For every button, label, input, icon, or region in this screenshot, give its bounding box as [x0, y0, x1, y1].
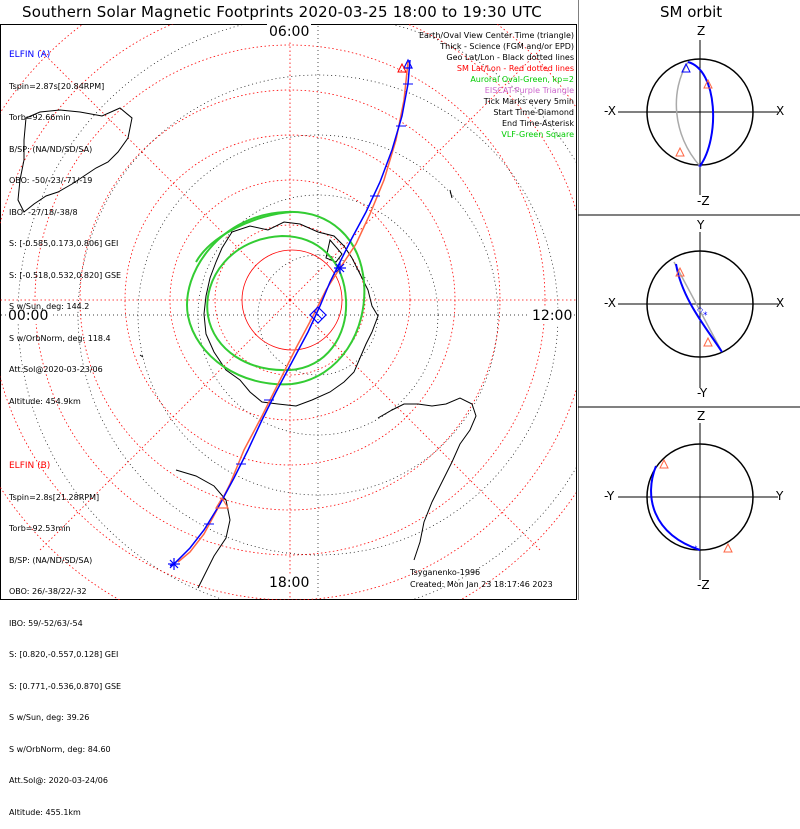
- legend-item: Auroral Oval-Green, kp=2: [470, 75, 574, 84]
- hour-label-left: 00:00: [6, 308, 51, 324]
- elfin-b-line: S w/OrbNorm, deg: 84.60: [9, 744, 111, 754]
- sm-panel2-bottom-label: -Y: [697, 386, 708, 400]
- elfin-a-line: Altitude: 454.9km: [9, 396, 81, 406]
- sm-orbit-panels: * * ◇ *: [578, 0, 800, 600]
- sm-panel-yz: *: [618, 423, 778, 580]
- start-diamond-icon: [309, 306, 327, 324]
- created-timestamp: Created: Mon Jan 23 18:17:46 2023: [410, 580, 553, 589]
- sm-panel2-top-label: Y: [697, 218, 705, 232]
- elfin-a-line: IBO: -27/18/-38/8: [9, 207, 78, 217]
- svg-text:*: *: [693, 545, 698, 555]
- elfin-a-track: [169, 59, 411, 567]
- sm-panel-xz: *: [618, 40, 778, 195]
- sm-panel3-left-label: -Y: [604, 489, 615, 503]
- svg-text:*: *: [698, 163, 702, 172]
- south-america-coastline: [377, 397, 477, 561]
- legend-item: VLF-Green Square: [501, 130, 574, 139]
- elfin-b-name: ELFIN (B): [9, 461, 51, 471]
- model-credit: Tsyganenko-1996: [410, 568, 481, 577]
- map-frame: [0, 24, 577, 600]
- africa-coastline: [175, 469, 231, 589]
- sm-panel2-right-label: X: [776, 296, 785, 310]
- legend-item: EISCAT-Purple Triangle: [484, 86, 574, 95]
- elfin-a-line: S: [-0.585,0.173,0.806] GEI: [9, 239, 119, 248]
- legend-item: SM Lat/Lon - Red dotted lines: [456, 64, 574, 73]
- sm-panel1-right-label: X: [776, 104, 785, 118]
- legend-item: Start Time-Diamond: [493, 108, 574, 117]
- legend-item: Tick Marks every 5min: [483, 97, 574, 106]
- map-legend: Earth/Oval View Center Time (triangle) T…: [419, 30, 574, 140]
- elfin-b-line: S w/Sun, deg: 39.26: [9, 713, 90, 722]
- sm-grid: [0, 24, 576, 600]
- sm-panel-xy: * ◇: [618, 232, 778, 388]
- elfin-a-line: OBO: -50/-23/-71/-19: [9, 176, 93, 185]
- legend-item: Geo Lat/Lon - Black dotted lines: [446, 53, 574, 62]
- view-center-triangle-icon: [403, 58, 413, 69]
- elfin-b-line: S: [0.820,-0.557,0.128] GEI: [9, 650, 119, 659]
- footprint-map: [0, 24, 577, 600]
- antarctica-coastline: [203, 221, 379, 407]
- elfin-b-line: B/SP: (NA/ND/SD/SA): [9, 555, 93, 565]
- sm-orbit-title: SM orbit: [660, 3, 723, 21]
- elfin-b-line: Altitude: 455.1km: [9, 807, 81, 817]
- elfin-b-line: Tspin=2.8s[21.28RPM]: [9, 492, 100, 502]
- elfin-a-line: S w/Sun, deg: 144.2: [9, 302, 90, 311]
- eiscat-triangle-icon: [397, 62, 407, 73]
- legend-item: Earth/Oval View Center Time (triangle): [418, 31, 574, 40]
- elfin-b-triangle-icon: [214, 496, 230, 509]
- australia-coastline: [17, 107, 133, 213]
- elfin-a-info: ELFIN (A) Tspin=2.87s[20.84RPM] Torb=92.…: [9, 29, 121, 418]
- sm-panel3-right-label: Y: [776, 489, 784, 503]
- elfin-b-line: Torb=92.53min: [9, 524, 71, 533]
- elfin-a-line: S w/OrbNorm, deg: 118.4: [9, 333, 111, 343]
- sm-panel3-bottom-label: -Z: [697, 578, 710, 592]
- track-start-asterisk-icon: [168, 558, 180, 570]
- elfin-b-line: IBO: 59/-52/63/-54: [9, 618, 83, 628]
- hour-label-top: 06:00: [267, 24, 312, 40]
- svg-text:◇: ◇: [697, 305, 704, 314]
- svg-text:*: *: [703, 311, 708, 321]
- elfin-a-name: ELFIN (A): [9, 50, 51, 60]
- sm-panel2-left-label: -X: [604, 296, 616, 310]
- sm-panel1-bottom-label: -Z: [697, 194, 710, 208]
- legend-item: Thick - Science (FGM and/or EPD): [440, 42, 574, 51]
- island-coastline: [139, 189, 453, 358]
- elfin-a-line: S: [-0.518,0.532,0.820] GSE: [9, 270, 122, 280]
- hour-label-right: 12:00: [530, 308, 575, 324]
- elfin-a-line: Torb=92.66min: [9, 113, 71, 122]
- page-title: Southern Solar Magnetic Footprints 2020-…: [22, 3, 542, 21]
- elfin-a-line: B/SP: (NA/ND/SD/SA): [9, 144, 93, 154]
- sm-pole-circle: [241, 249, 343, 351]
- elfin-a-line: Tspin=2.87s[20.84RPM]: [9, 81, 105, 91]
- elfin-b-info: ELFIN (B) Tspin=2.8s[21.28RPM] Torb=92.5…: [9, 440, 121, 829]
- track-tick-marks: [204, 83, 413, 525]
- legend-item: End Time-Asterisk: [501, 119, 574, 128]
- elfin-b-line: Att.Sol@: 2020-03-24/06: [9, 776, 108, 785]
- elfin-b-line: OBO: 26/-38/22/-32: [9, 587, 87, 596]
- end-asterisk-icon: [334, 262, 346, 274]
- sm-panel1-top-label: Z: [697, 24, 706, 38]
- hour-label-bottom: 18:00: [267, 575, 312, 591]
- elfin-b-line: S: [0.771,-0.536,0.870] GSE: [9, 681, 122, 691]
- sm-panel3-top-label: Z: [697, 409, 706, 423]
- sm-panel1-left-label: -X: [604, 104, 616, 118]
- elfin-a-line: Att.Sol@2020-03-23/06: [9, 365, 103, 374]
